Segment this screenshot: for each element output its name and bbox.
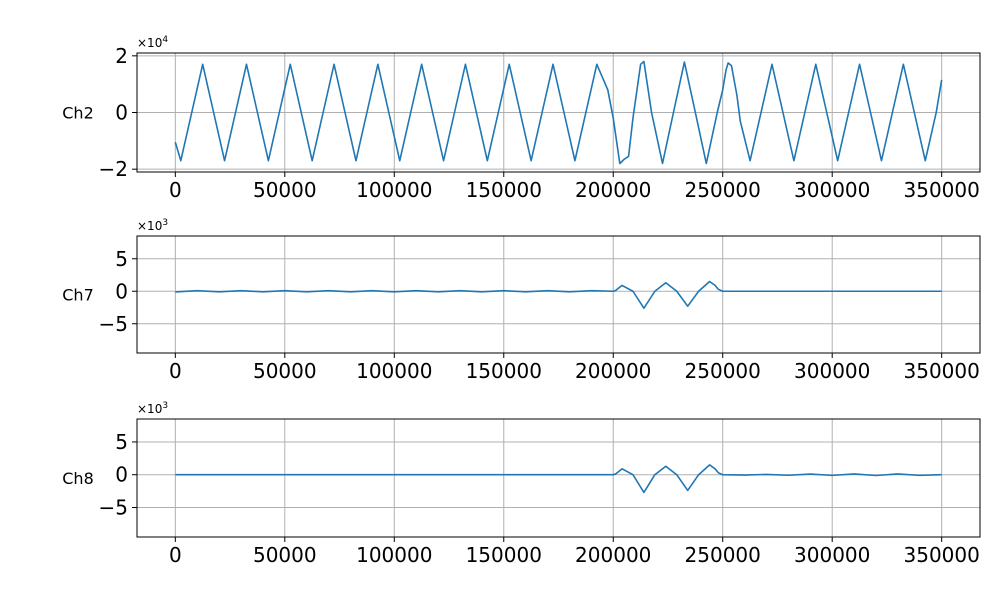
- ch2-series-line: [174, 60, 943, 165]
- ch8-xtick-label-1: 50000: [253, 543, 317, 567]
- ch2-xtick-label-7: 350000: [904, 178, 980, 202]
- ch8-ytick-label-1: 0: [115, 463, 128, 487]
- ch2-panel: 0 50000 100000 150000 200000 250000 300000 3500…: [62, 35, 981, 202]
- ch8-offset-text: ×103: [137, 401, 168, 416]
- ch2-ytick-label-0: −2: [99, 157, 128, 181]
- ch7-xtick-label-6: 300000: [794, 359, 870, 383]
- ch7-ytick-label-1: 0: [115, 279, 128, 303]
- ch7-panel: 0 50000 100000 150000 200000 250000 300000 3500…: [62, 218, 981, 383]
- ch7-xtick-label-1: 50000: [253, 359, 317, 383]
- ch2-xtick-label-6: 300000: [794, 178, 870, 202]
- ch7-xtick-label-2: 100000: [356, 359, 432, 383]
- ch8-xtick-label-4: 200000: [575, 543, 651, 567]
- ch8-xtick-label-2: 100000: [356, 543, 432, 567]
- ch8-xtick-label-5: 250000: [685, 543, 761, 567]
- ch7-xtick-label-7: 350000: [904, 359, 980, 383]
- ch8-series-line: [175, 464, 942, 494]
- ch2-offset-text: ×104: [137, 35, 168, 50]
- ch2-ytick-label-1: 0: [115, 101, 128, 125]
- ch7-xtick-label-5: 250000: [685, 359, 761, 383]
- ch2-xtick-label-2: 100000: [356, 178, 432, 202]
- ch8-xtick-label-7: 350000: [904, 543, 980, 567]
- ch8-ytick-label-2: 5: [115, 430, 128, 454]
- ch8-xtick-label-6: 300000: [794, 543, 870, 567]
- ch2-ytick-label-2: 2: [115, 44, 128, 68]
- ch7-ytick-label-2: 5: [115, 247, 128, 271]
- ch2-xtick-label-0: 0: [169, 178, 182, 202]
- ch8-axes-frame: [136, 418, 981, 538]
- ch7-ytick-label-0: −5: [99, 312, 128, 336]
- ch7-axes-frame: [136, 235, 981, 354]
- ch8-xtick-label-0: 0: [169, 543, 182, 567]
- ch2-xtick-label-4: 200000: [575, 178, 651, 202]
- ch7-ylabel: Ch7: [62, 286, 94, 305]
- ch8-panel: 0 50000 100000 150000 200000 250000 300000 3500…: [62, 401, 981, 567]
- ch7-offset-text: ×103: [137, 218, 168, 233]
- ch2-xtick-label-3: 150000: [466, 178, 542, 202]
- ch7-xtick-label-0: 0: [169, 359, 182, 383]
- ch8-ylabel: Ch8: [62, 469, 94, 488]
- ch7-series-line: [175, 280, 942, 309]
- ch8-xtick-label-3: 150000: [466, 543, 542, 567]
- ch7-xtick-label-3: 150000: [466, 359, 542, 383]
- ch7-xtick-label-4: 200000: [575, 359, 651, 383]
- ch2-xtick-label-5: 250000: [685, 178, 761, 202]
- ch8-ytick-label-0: −5: [99, 496, 128, 520]
- ch2-xtick-label-1: 50000: [253, 178, 317, 202]
- ch2-ylabel: Ch2: [62, 104, 94, 123]
